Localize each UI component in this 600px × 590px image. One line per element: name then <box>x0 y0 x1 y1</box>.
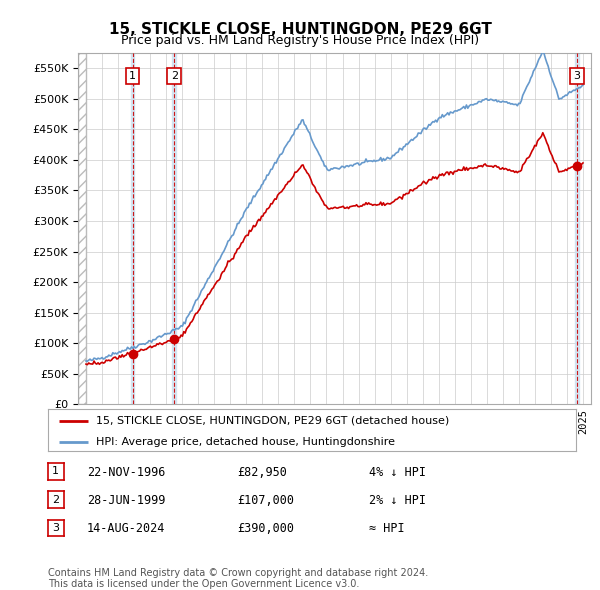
Text: Contains HM Land Registry data © Crown copyright and database right 2024.
This d: Contains HM Land Registry data © Crown c… <box>48 568 428 589</box>
Text: HPI: Average price, detached house, Huntingdonshire: HPI: Average price, detached house, Hunt… <box>95 437 395 447</box>
Text: 2% ↓ HPI: 2% ↓ HPI <box>369 494 426 507</box>
Text: £107,000: £107,000 <box>237 494 294 507</box>
Bar <box>78 53 86 404</box>
Text: 2: 2 <box>52 495 59 504</box>
Text: Price paid vs. HM Land Registry's House Price Index (HPI): Price paid vs. HM Land Registry's House … <box>121 34 479 47</box>
Text: 3: 3 <box>574 71 580 81</box>
Bar <box>172 53 176 404</box>
Text: £390,000: £390,000 <box>237 522 294 535</box>
Text: 15, STICKLE CLOSE, HUNTINGDON, PE29 6GT: 15, STICKLE CLOSE, HUNTINGDON, PE29 6GT <box>109 22 491 37</box>
Text: 3: 3 <box>52 523 59 533</box>
Text: 1: 1 <box>52 467 59 476</box>
Text: 2: 2 <box>170 71 178 81</box>
Text: 14-AUG-2024: 14-AUG-2024 <box>87 522 166 535</box>
Text: ≈ HPI: ≈ HPI <box>369 522 404 535</box>
Text: 28-JUN-1999: 28-JUN-1999 <box>87 494 166 507</box>
Text: 1: 1 <box>129 71 136 81</box>
Text: 4% ↓ HPI: 4% ↓ HPI <box>369 466 426 478</box>
Text: £82,950: £82,950 <box>237 466 287 478</box>
Text: 22-NOV-1996: 22-NOV-1996 <box>87 466 166 478</box>
Text: 15, STICKLE CLOSE, HUNTINGDON, PE29 6GT (detached house): 15, STICKLE CLOSE, HUNTINGDON, PE29 6GT … <box>95 416 449 426</box>
Bar <box>575 53 579 404</box>
Bar <box>131 53 134 404</box>
